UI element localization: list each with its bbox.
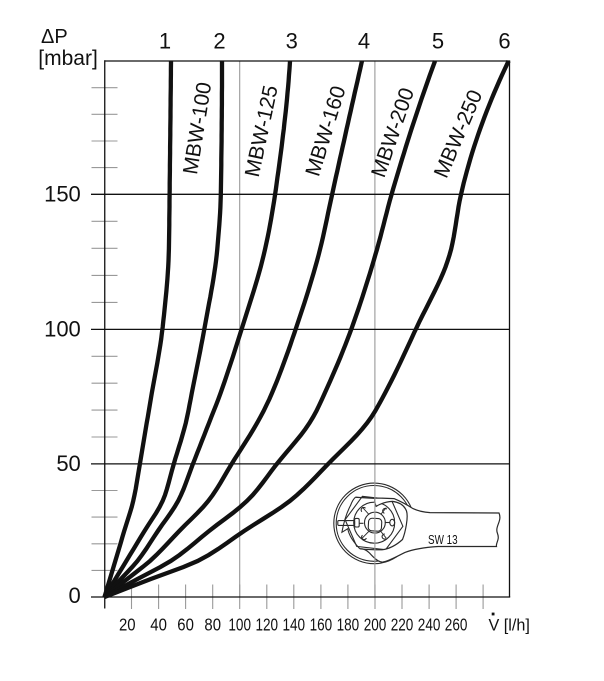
svg-text:220: 220 [391, 615, 414, 635]
svg-text:1: 1 [159, 29, 171, 54]
svg-text:100: 100 [44, 317, 81, 342]
svg-text:V [l/h]: V [l/h] [489, 616, 530, 634]
svg-text:ΔP: ΔP [41, 26, 68, 48]
svg-text:20: 20 [119, 615, 136, 635]
svg-text:3: 3 [286, 29, 298, 54]
svg-text:120: 120 [256, 615, 279, 635]
svg-text:[mbar]: [mbar] [38, 47, 98, 70]
svg-text:150: 150 [44, 182, 81, 207]
svg-text:100: 100 [228, 615, 251, 635]
svg-text:50: 50 [56, 451, 80, 476]
svg-text:60: 60 [177, 615, 194, 635]
svg-text:260: 260 [445, 615, 468, 635]
svg-text:80: 80 [204, 615, 221, 635]
svg-text:2: 2 [213, 29, 225, 54]
svg-text:40: 40 [150, 615, 167, 635]
svg-text:SW 13: SW 13 [428, 533, 458, 547]
svg-text:4: 4 [358, 29, 370, 54]
svg-text:6: 6 [498, 29, 510, 54]
svg-text:140: 140 [283, 615, 306, 635]
svg-text:200: 200 [364, 615, 387, 635]
svg-text:180: 180 [337, 615, 360, 635]
svg-text:240: 240 [418, 615, 441, 635]
svg-text:160: 160 [310, 615, 333, 635]
svg-text:5: 5 [432, 29, 444, 54]
svg-text:0: 0 [69, 583, 81, 608]
